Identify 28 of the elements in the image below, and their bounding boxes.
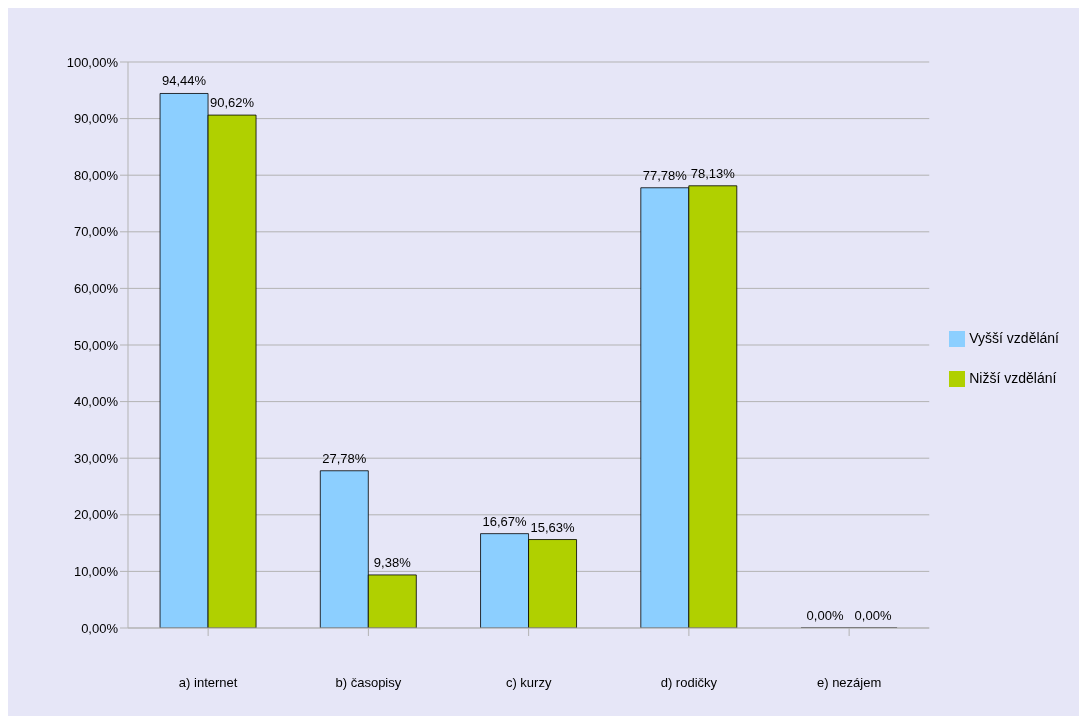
- x-tick-label: e) nezájem: [816, 675, 882, 691]
- y-tick-label: 60,00%: [73, 281, 119, 297]
- y-tick-label: 30,00%: [73, 450, 119, 466]
- y-tick-label: 100,00%: [66, 54, 119, 70]
- y-tick-label: 80,00%: [73, 167, 119, 183]
- data-label: 0,00%: [854, 607, 892, 623]
- y-tick-label: 50,00%: [73, 337, 119, 353]
- y-tick-label: 20,00%: [73, 507, 119, 523]
- data-label: 0,00%: [806, 607, 844, 623]
- legend-label: Nižší vzdělání: [969, 370, 1057, 386]
- y-tick-label: 90,00%: [73, 111, 119, 127]
- y-tick-label: 10,00%: [73, 564, 119, 580]
- data-label: 16,67%: [482, 513, 528, 529]
- y-tick-label: 40,00%: [73, 394, 119, 410]
- x-tick-label: b) časopisy: [335, 675, 402, 691]
- legend-label: Vyšší vzdělání: [969, 330, 1059, 346]
- data-label: 77,78%: [642, 167, 688, 183]
- y-tick-label: 70,00%: [73, 224, 119, 240]
- data-label: 94,44%: [162, 73, 207, 89]
- data-label: 78,13%: [690, 165, 736, 181]
- x-tick-label: a) internet: [178, 675, 238, 691]
- x-tick-label: c) kurzy: [505, 675, 552, 691]
- data-label: 90,62%: [210, 95, 255, 111]
- data-label: 27,78%: [322, 450, 367, 466]
- data-label: 15,63%: [530, 519, 576, 535]
- x-tick-label: d) rodičky: [660, 675, 718, 691]
- y-tick-label: 0,00%: [81, 620, 119, 636]
- data-label: 9,38%: [373, 554, 412, 570]
